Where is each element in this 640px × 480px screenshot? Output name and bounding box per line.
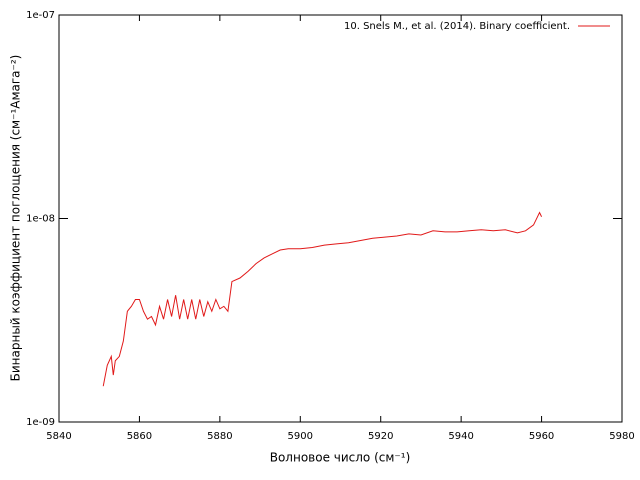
x-tick-label: 5960 — [529, 431, 554, 442]
legend-label: 10. Snels M., et al. (2014). Binary coef… — [344, 21, 570, 32]
plot-frame — [58, 14, 623, 423]
x-axis-label: Волновое число (см⁻¹) — [270, 451, 411, 465]
y-tick-label: 1e-09 — [26, 417, 55, 428]
x-tick-label: 5880 — [207, 431, 232, 442]
y-tick-label: 1e-07 — [26, 10, 55, 21]
x-tick-label: 5980 — [609, 431, 634, 442]
x-tick-label: 5920 — [368, 431, 393, 442]
x-tick-label: 5940 — [448, 431, 473, 442]
y-tick-label: 1e-08 — [26, 214, 55, 225]
x-tick-label: 5900 — [288, 431, 313, 442]
data-line — [102, 211, 543, 387]
x-tick-label: 5860 — [127, 431, 152, 442]
y-axis-label: Бинарный коэффициент поглощения (см⁻¹Ама… — [9, 55, 23, 382]
x-tick-label: 5840 — [46, 431, 71, 442]
